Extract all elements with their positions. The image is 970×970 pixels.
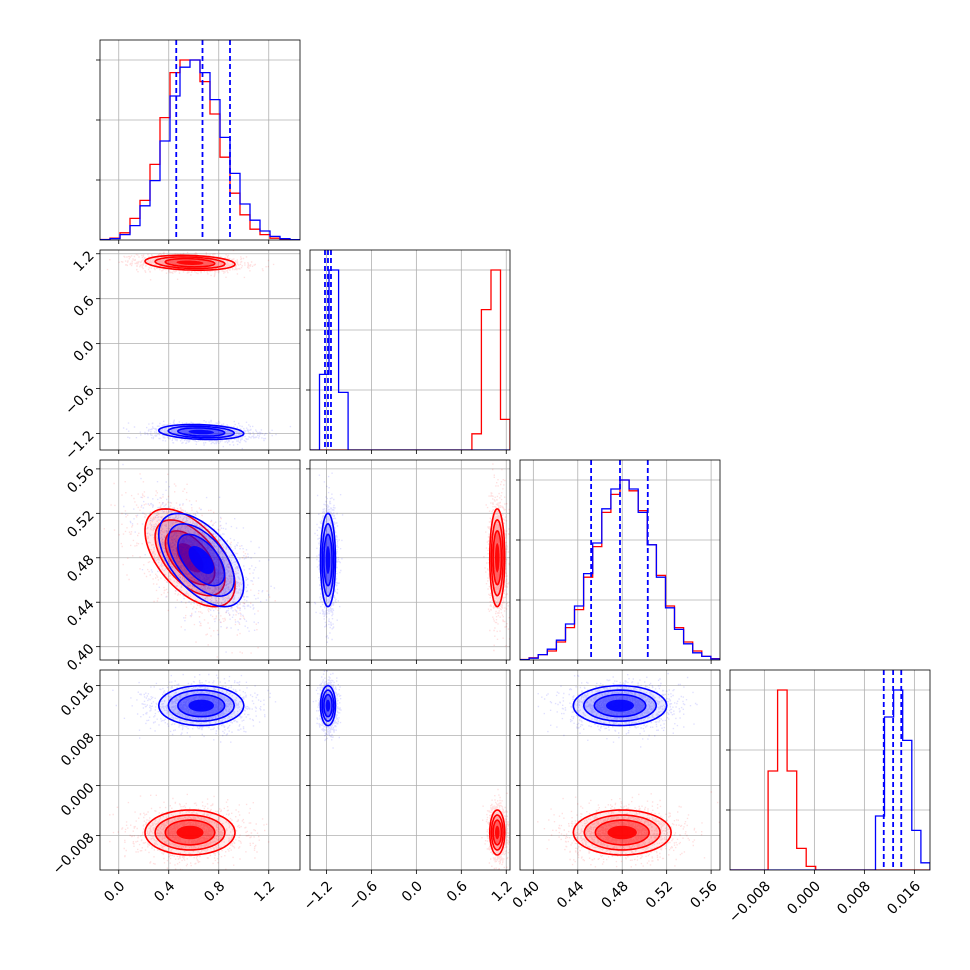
y-tick-label: 0.44: [64, 596, 97, 629]
corner-plot: −1.2−0.60.00.61.20.400.440.480.520.56−0.…: [0, 0, 970, 970]
y-tick-label: 0.008: [58, 730, 98, 770]
y-tick-label: 0.016: [58, 680, 98, 720]
x-tick-label: 0.0: [101, 878, 128, 905]
x-tick-label: 0.52: [643, 878, 676, 911]
x-tick-label: −0.6: [346, 878, 381, 913]
y-tick-label: 0.40: [64, 641, 97, 674]
x-tick-label: 0.6: [444, 878, 471, 905]
y-tick-label: 0.52: [64, 508, 97, 541]
x-tick-label: 0.016: [884, 878, 924, 918]
y-tick-label: 0.000: [58, 780, 98, 820]
x-tick-label: 1.2: [251, 878, 278, 905]
panel-frame: [310, 670, 510, 870]
panel-0-0: [100, 40, 300, 240]
x-tick-label: 0.56: [687, 878, 720, 911]
contour-fill-blue: [189, 700, 215, 712]
y-tick-label: −1.2: [62, 428, 97, 463]
contour-fill-red: [608, 826, 637, 840]
panel-2-1: [314, 452, 513, 652]
histogram-red: [730, 690, 930, 870]
panel-frame: [730, 670, 930, 870]
panel-1-0: [86, 250, 292, 450]
panel-3-3: [730, 670, 930, 870]
y-tick-label: 0.6: [71, 293, 98, 320]
data-layer: [86, 40, 931, 885]
panel-frame: [310, 250, 510, 450]
x-tick-label: 0.8: [201, 878, 228, 905]
contour-fill-red: [177, 826, 204, 840]
histogram-blue: [100, 60, 300, 240]
panel-frame: [100, 250, 300, 450]
panel-2-0: [97, 464, 276, 658]
ticks-layer: −1.2−0.60.00.61.20.400.440.480.520.56−0.…: [50, 60, 924, 926]
x-tick-label: 0.000: [784, 878, 824, 918]
contour-fill-red: [495, 826, 500, 839]
x-tick-label: 0.40: [510, 878, 543, 911]
grid-layer: [100, 40, 930, 870]
y-tick-label: −0.6: [62, 383, 97, 418]
x-tick-label: 0.0: [399, 878, 426, 905]
panel-3-1: [313, 668, 513, 878]
x-tick-label: 0.4: [151, 878, 178, 905]
x-tick-label: −0.008: [726, 878, 774, 926]
x-tick-label: 0.44: [554, 878, 587, 911]
y-tick-label: −0.008: [50, 830, 98, 878]
y-tick-label: 0.56: [64, 463, 97, 496]
x-tick-label: 0.48: [598, 878, 631, 911]
panel-3-0: [109, 668, 276, 885]
panel-2-2: [520, 460, 720, 660]
histogram-blue: [730, 690, 930, 870]
frames-layer: [100, 40, 930, 870]
x-tick-label: −1.2: [301, 878, 336, 913]
panel-3-2: [537, 673, 742, 873]
y-tick-label: 1.2: [71, 248, 98, 275]
histogram-red: [310, 270, 510, 450]
panel-frame: [310, 460, 510, 660]
histogram-red: [100, 60, 300, 240]
histogram-blue: [310, 270, 510, 450]
x-tick-label: 0.008: [834, 878, 874, 918]
contour-fill-blue: [606, 700, 634, 712]
y-tick-label: 0.0: [71, 338, 98, 365]
y-tick-label: 0.48: [64, 552, 97, 585]
panel-1-1: [310, 250, 510, 450]
